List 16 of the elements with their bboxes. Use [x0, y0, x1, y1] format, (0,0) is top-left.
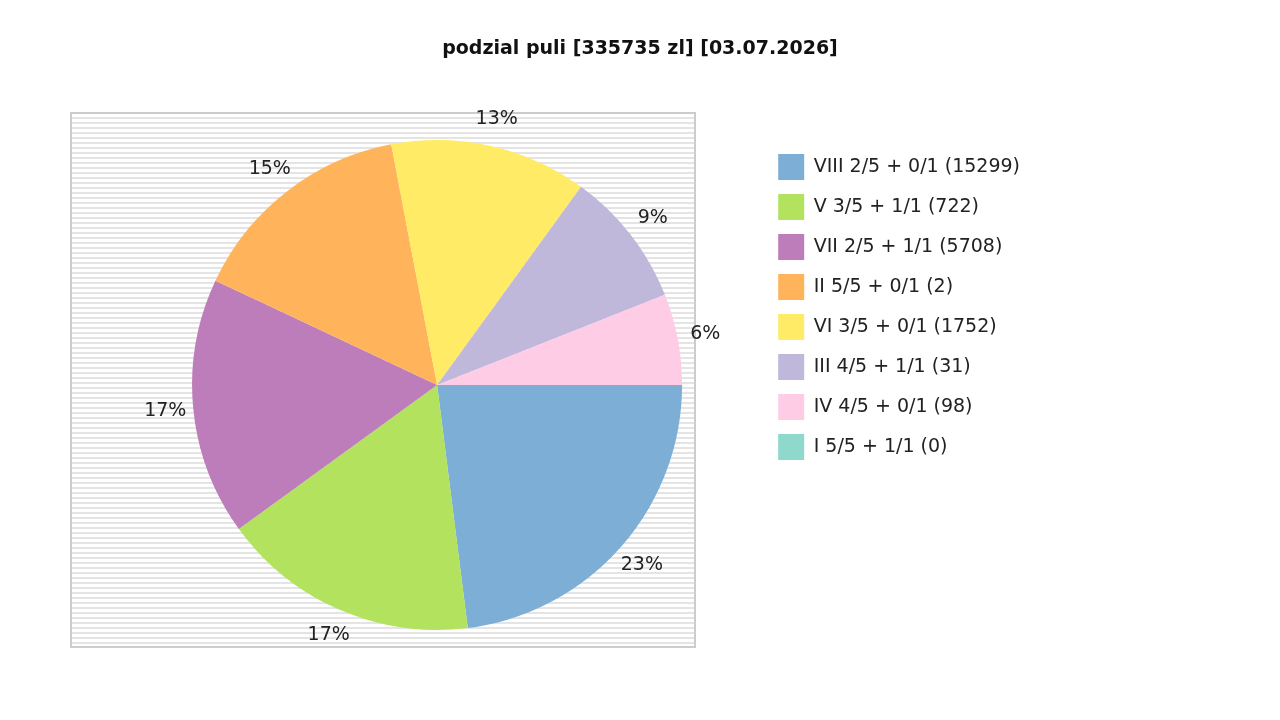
data-label: 17%	[144, 397, 187, 420]
data-label: 13%	[475, 105, 518, 128]
data-label: 9%	[637, 204, 668, 227]
legend-label: III 4/5 + 1/1 (31)	[813, 353, 971, 376]
chart-title: podzial puli [335735 zl] [03.07.2026]	[441, 36, 839, 58]
legend-label: I 5/5 + 1/1 (0)	[813, 433, 948, 456]
data-label: 15%	[248, 156, 291, 179]
data-label: 17%	[307, 622, 350, 645]
data-label: 6%	[690, 320, 721, 343]
data-label: 23%	[620, 552, 663, 575]
legend-label: VII 2/5 + 1/1 (5708)	[813, 233, 1003, 256]
legend-label: IV 4/5 + 0/1 (98)	[813, 393, 973, 416]
legend-label: II 5/5 + 0/1 (2)	[813, 273, 954, 296]
legend-label: VIII 2/5 + 0/1 (15299)	[813, 153, 1020, 176]
legend-label: VI 3/5 + 0/1 (1752)	[813, 313, 997, 336]
legend-label: V 3/5 + 1/1 (722)	[813, 193, 980, 216]
